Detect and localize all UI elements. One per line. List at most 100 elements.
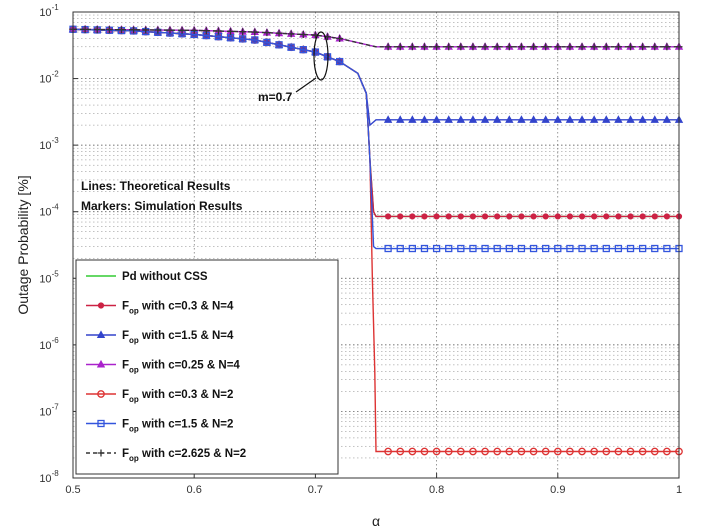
series-2-point-32 <box>456 115 466 123</box>
legend-item-5: Fop with c=1.5 & N=2 <box>86 419 233 434</box>
series-6-point-12 <box>214 27 222 35</box>
series-5-point-38 <box>529 244 538 253</box>
series-6-point-49 <box>663 43 671 51</box>
y-tick-label-3: 10-5 <box>39 269 59 285</box>
series-6-point-6 <box>142 26 150 34</box>
series-6-point-18 <box>287 30 295 38</box>
series-4-point-28 <box>408 447 417 456</box>
series-4-point-49 <box>663 447 671 456</box>
series-5-point-49 <box>663 244 671 253</box>
legend-label-6: Fop with c=2.625 & N=2 <box>122 448 246 463</box>
legend-label-3: Fop with c=0.25 & N=4 <box>122 360 240 375</box>
series-1-point-47 <box>639 213 646 220</box>
series-6-point-8 <box>166 26 174 34</box>
series-1-point-28 <box>409 213 416 220</box>
series-5-point-22 <box>335 57 344 66</box>
series-5-point-33 <box>469 244 477 253</box>
plot-frame <box>72 11 680 479</box>
series-5-point-44 <box>602 244 610 253</box>
series-4-point-48 <box>650 447 659 456</box>
series-2-point-41 <box>565 115 575 123</box>
lines-note: Lines: Theoretical Results <box>81 179 231 193</box>
series-6-point-33 <box>469 43 477 51</box>
series-2-point-27 <box>396 115 405 123</box>
series-4-point-32 <box>456 447 465 456</box>
series-5-point-15 <box>251 36 259 44</box>
series-4-point-31 <box>444 447 453 456</box>
series-1-point-40 <box>554 213 561 220</box>
series-4-point-45 <box>614 447 623 456</box>
series-6-point-39 <box>542 43 550 51</box>
series-6 <box>69 25 683 51</box>
series-5-point-37 <box>517 244 526 253</box>
series-6-point-41 <box>566 43 574 51</box>
series-5-point-41 <box>566 244 574 253</box>
series-6-point-19 <box>299 30 307 38</box>
series-6-point-38 <box>530 43 538 51</box>
series-6-point-43 <box>590 43 598 51</box>
x-axis-label: α <box>372 513 380 529</box>
series-5-point-31 <box>445 244 453 253</box>
m-ellipse <box>313 31 329 81</box>
series-6-point-27 <box>396 43 404 51</box>
series-6-point-14 <box>239 28 247 36</box>
legend-item-4: Fop with c=0.3 & N=2 <box>86 389 233 404</box>
series-2-point-49 <box>662 115 672 123</box>
series-5-point-26 <box>384 244 392 253</box>
series-4-point-46 <box>626 447 635 456</box>
series-4-point-34 <box>481 447 489 456</box>
series-1-point-44 <box>603 213 610 220</box>
series-2-point-38 <box>529 115 538 123</box>
series-1-point-33 <box>469 213 477 220</box>
legend-marker-3 <box>96 359 106 368</box>
series-6-point-16 <box>263 29 271 37</box>
series-6-point-13 <box>227 27 235 35</box>
series-6-point-42 <box>578 43 586 51</box>
series-6-point-30 <box>433 43 441 51</box>
legend-marker-5 <box>97 419 105 428</box>
series-2-point-42 <box>577 115 587 123</box>
series-2-point-29 <box>420 115 429 123</box>
series-6-point-26 <box>384 43 392 51</box>
series-6-point-22 <box>336 34 344 42</box>
series-1-point-37 <box>518 213 525 220</box>
series-6-point-11 <box>202 27 210 35</box>
legend-label-2: Fop with c=1.5 & N=4 <box>122 330 234 345</box>
series-4-point-37 <box>517 447 526 456</box>
legend-marker-2 <box>96 330 106 338</box>
series-2-point-33 <box>468 115 478 123</box>
series-4-point-35 <box>493 447 502 456</box>
series-5-point-47 <box>638 244 647 253</box>
series-4-point-47 <box>638 447 647 456</box>
series-2-point-45 <box>614 115 623 123</box>
series-2-point-43 <box>589 115 599 123</box>
series-5-point-17 <box>275 41 283 49</box>
series-6-point-1 <box>81 25 89 33</box>
series-4-point-44 <box>602 447 611 456</box>
series-2-point-48 <box>650 115 659 123</box>
series-4-point-38 <box>529 447 538 456</box>
x-tick-label-1: 0.6 <box>187 484 202 496</box>
legend-label-0: Pd without CSS <box>122 271 208 283</box>
series-1-point-42 <box>578 213 586 220</box>
series-5-point-39 <box>542 244 550 253</box>
series-5-point-42 <box>578 244 586 253</box>
series-5-point-34 <box>481 244 489 253</box>
series-6-point-45 <box>614 43 622 51</box>
series-1-point-29 <box>421 213 428 220</box>
series-6-point-17 <box>275 29 283 37</box>
series-6-point-7 <box>154 26 162 34</box>
series-4-point-26 <box>384 447 392 456</box>
series-5-point-27 <box>396 244 404 253</box>
series-1-point-36 <box>506 213 513 220</box>
x-tick-label-3: 0.8 <box>429 484 444 496</box>
series-6-point-37 <box>517 43 525 51</box>
series-6-point-46 <box>627 43 635 51</box>
series-4-point-33 <box>469 447 477 456</box>
series-2-point-31 <box>444 115 453 123</box>
series-5-point-36 <box>505 244 513 253</box>
series-6-point-15 <box>251 28 259 36</box>
series-6-point-48 <box>651 43 659 51</box>
legend-marker-6 <box>97 449 105 457</box>
